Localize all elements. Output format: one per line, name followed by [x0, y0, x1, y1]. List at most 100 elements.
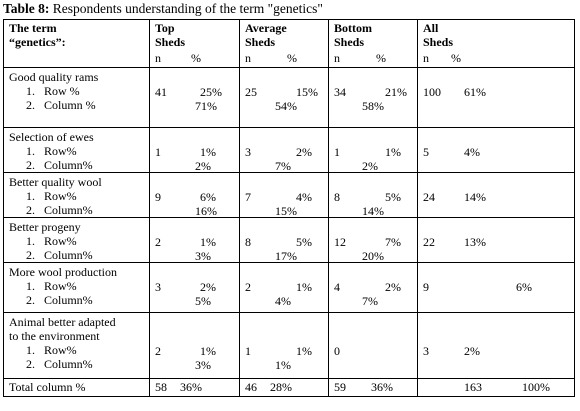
pct-value: 100%	[522, 380, 550, 394]
n-value: 22	[423, 235, 435, 249]
row-pct-value: 6%	[516, 280, 532, 294]
genetics-table: The term “genetics”: Top Sheds n% Average S…	[3, 19, 575, 397]
total-label: Total column %	[9, 380, 86, 394]
row-pct-value: 61%	[464, 85, 486, 99]
column-pct-value: 54%	[275, 99, 297, 113]
n-value: 163	[464, 380, 482, 394]
row-label-cont: to the environment	[9, 329, 100, 343]
column-pct-value: 1%	[275, 358, 291, 372]
n-value: 2	[245, 280, 251, 294]
n-value: 25	[245, 85, 257, 99]
row-pct-label: 1. Row%	[26, 234, 77, 248]
column-pct-value: 15%	[275, 204, 297, 218]
column-pct-value: 5%	[195, 294, 211, 308]
row-label: More wool production	[9, 265, 117, 279]
n-value: 1	[245, 344, 251, 358]
row-pct-value: 2%	[464, 344, 480, 358]
n-value: 9	[423, 280, 429, 294]
row-pct-value: 1%	[200, 145, 216, 159]
row-pct-value: 5%	[385, 190, 401, 204]
column-pct-value: 2%	[362, 159, 378, 173]
column-pct-value: 17%	[275, 249, 297, 263]
top-sheds-cell: 3 2% 5%	[149, 262, 240, 313]
row-pct-value: 14%	[464, 190, 486, 204]
n-value: 12	[334, 235, 346, 249]
n-value: 1	[334, 145, 340, 159]
n-value: 2	[155, 235, 161, 249]
column-pct-label: 2. Column%	[26, 203, 93, 217]
n-value: 34	[334, 85, 346, 99]
total-label-cell: Total column %	[3, 378, 150, 397]
all-sheds-cell: 9 6%	[417, 262, 575, 313]
n-value: 7	[245, 190, 251, 204]
column-pct-value: 7%	[362, 294, 378, 308]
column-pct-label: 2. Column%	[26, 158, 93, 172]
n-value: 59	[334, 380, 346, 394]
header-row: The term “genetics”: Top Sheds n% Average S…	[3, 19, 575, 68]
row-label: Animal better adapted	[9, 315, 116, 329]
header-all-sheds: All Sheds n%	[417, 19, 575, 68]
pct-value: 36%	[180, 380, 202, 394]
caption-text: Respondents understanding of the term "g…	[49, 1, 323, 16]
bot-sheds-cell: 4 2% 7%	[328, 262, 418, 313]
total-bot-cell: 59 36%	[328, 378, 418, 397]
table-row: More wool production 1. Row% 2. Column% 3 2%…	[3, 262, 575, 313]
column-pct-value: 7%	[275, 159, 291, 173]
header-top-sheds: Top Sheds n%	[149, 19, 240, 68]
avg-sheds-cell: 7 4% 15%	[239, 172, 329, 218]
row-pct-value: 1%	[385, 145, 401, 159]
column-pct-value: 16%	[195, 204, 217, 218]
row-pct-value: 13%	[464, 235, 486, 249]
row-pct-value: 25%	[200, 85, 222, 99]
avg-sheds-cell: 2 1% 4%	[239, 262, 329, 313]
row-pct-value: 1%	[296, 280, 312, 294]
table-row: Better progeny 1. Row% 2. Column% 2 1% 3% 8 5% 1…	[3, 217, 575, 263]
caption-label: Table 8:	[3, 1, 50, 16]
n-value: 24	[423, 190, 435, 204]
column-pct-label: 2. Column%	[26, 248, 93, 262]
column-pct-value: 20%	[362, 249, 384, 263]
avg-sheds-cell: 8 5% 17%	[239, 217, 329, 263]
column-pct-value: 4%	[275, 294, 291, 308]
top-sheds-cell: 2 1% 3%	[149, 217, 240, 263]
table-row: Selection of ewes 1. Row% 2. Column% 1 1% 2% 3…	[3, 127, 575, 173]
header-average-sheds: Average Sheds n%	[239, 19, 329, 68]
avg-sheds-cell: 3 2% 7%	[239, 127, 329, 173]
n-value: 8	[245, 235, 251, 249]
top-sheds-cell: 9 6% 16%	[149, 172, 240, 218]
pct-value: 36%	[371, 380, 393, 394]
all-sheds-cell: 3 2%	[417, 312, 575, 379]
column-pct-value: 58%	[362, 99, 384, 113]
row-pct-value: 4%	[464, 145, 480, 159]
all-sheds-cell: 5 4%	[417, 127, 575, 173]
table-row: Animal better adapted to the environment 1…	[3, 312, 575, 379]
avg-sheds-cell: 25 15% 54%	[239, 67, 329, 128]
row-pct-value: 2%	[385, 280, 401, 294]
table-caption: Table 8: Respondents understanding of th…	[3, 1, 323, 17]
top-sheds-cell: 1 1% 2%	[149, 127, 240, 173]
all-sheds-cell: 24 14%	[417, 172, 575, 218]
row-label-cell: Better quality wool 1. Row% 2. Column%	[3, 172, 150, 218]
row-pct-value: 1%	[200, 344, 216, 358]
column-pct-label: 2. Column %	[26, 98, 96, 112]
total-avg-cell: 46 28%	[239, 378, 329, 397]
table-row: Better quality wool 1. Row% 2. Column% 9 6% 1…	[3, 172, 575, 218]
n-value: 0	[334, 344, 340, 358]
column-pct-label: 2. Column%	[26, 293, 93, 307]
total-row: Total column % 58 36% 46 28% 59 36% 163 100%	[3, 378, 575, 397]
n-value: 1	[155, 145, 161, 159]
bot-sheds-cell: 1 1% 2%	[328, 127, 418, 173]
avg-sheds-cell: 1 1% 1%	[239, 312, 329, 379]
column-pct-value: 14%	[362, 204, 384, 218]
n-value: 3	[155, 280, 161, 294]
bot-sheds-cell: 34 21% 58%	[328, 67, 418, 128]
bot-sheds-cell: 12 7% 20%	[328, 217, 418, 263]
n-value: 41	[155, 85, 167, 99]
total-top-cell: 58 36%	[149, 378, 240, 397]
row-pct-value: 15%	[296, 85, 318, 99]
table-row: Good quality rams 1. Row % 2. Column % 41 25…	[3, 67, 575, 128]
bot-sheds-cell: 0	[328, 312, 418, 379]
row-pct-value: 21%	[385, 85, 407, 99]
row-pct-value: 5%	[296, 235, 312, 249]
top-sheds-cell: 2 1% 3%	[149, 312, 240, 379]
